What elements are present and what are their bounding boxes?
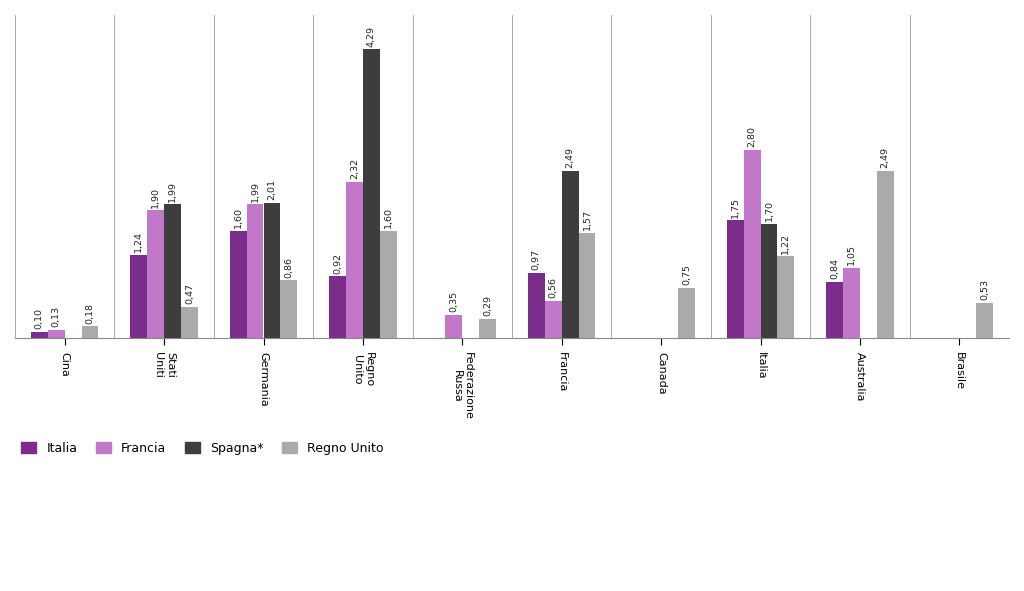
Bar	[48, 330, 65, 339]
Bar	[761, 224, 777, 339]
Text: 0,75: 0,75	[682, 264, 691, 285]
Text: 2,32: 2,32	[350, 158, 359, 180]
Bar	[743, 150, 761, 339]
Bar	[976, 303, 993, 339]
Bar	[147, 210, 164, 339]
Text: 0,18: 0,18	[86, 303, 94, 324]
Text: 0,29: 0,29	[483, 295, 493, 316]
Bar	[562, 171, 579, 339]
Text: 1,22: 1,22	[781, 232, 791, 254]
Text: 1,57: 1,57	[583, 209, 592, 230]
Bar	[329, 277, 346, 339]
Text: 1,05: 1,05	[847, 244, 856, 265]
Text: 1,60: 1,60	[384, 207, 393, 228]
Text: 0,10: 0,10	[35, 308, 44, 329]
Bar	[727, 220, 743, 339]
Legend: Italia, Francia, Spagna*, Regno Unito: Italia, Francia, Spagna*, Regno Unito	[22, 442, 384, 455]
Text: 2,49: 2,49	[881, 147, 890, 168]
Bar	[82, 326, 98, 339]
Bar	[164, 204, 181, 339]
Bar	[479, 319, 496, 339]
Bar	[229, 230, 247, 339]
Text: 1,70: 1,70	[765, 200, 773, 221]
Text: 0,92: 0,92	[333, 253, 342, 274]
Bar	[346, 182, 362, 339]
Bar	[843, 268, 860, 339]
Bar	[281, 281, 297, 339]
Text: 1,60: 1,60	[233, 207, 243, 228]
Bar	[877, 171, 894, 339]
Bar	[362, 50, 380, 339]
Bar	[31, 332, 48, 339]
Bar	[579, 233, 596, 339]
Text: 2,80: 2,80	[748, 126, 757, 147]
Text: 0,13: 0,13	[52, 306, 60, 327]
Text: 1,99: 1,99	[251, 181, 259, 202]
Bar	[445, 315, 462, 339]
Text: 0,84: 0,84	[830, 258, 839, 279]
Bar	[545, 301, 562, 339]
Text: 0,56: 0,56	[549, 277, 558, 298]
Text: 1,90: 1,90	[152, 187, 160, 207]
Text: 2,49: 2,49	[565, 147, 574, 168]
Text: 0,35: 0,35	[450, 291, 459, 312]
Bar	[130, 255, 147, 339]
Bar	[380, 230, 396, 339]
Text: 4,29: 4,29	[367, 25, 376, 47]
Text: 1,75: 1,75	[731, 197, 739, 218]
Text: 0,97: 0,97	[531, 249, 541, 270]
Bar	[826, 282, 843, 339]
Text: 0,53: 0,53	[980, 279, 989, 300]
Bar	[777, 256, 795, 339]
Bar	[181, 307, 198, 339]
Text: 0,86: 0,86	[285, 256, 293, 278]
Text: 1,99: 1,99	[168, 181, 177, 202]
Bar	[678, 288, 695, 339]
Bar	[263, 203, 281, 339]
Bar	[247, 204, 263, 339]
Text: 2,01: 2,01	[267, 179, 276, 200]
Text: 0,47: 0,47	[185, 283, 194, 304]
Text: 1,24: 1,24	[134, 231, 143, 252]
Bar	[528, 273, 545, 339]
